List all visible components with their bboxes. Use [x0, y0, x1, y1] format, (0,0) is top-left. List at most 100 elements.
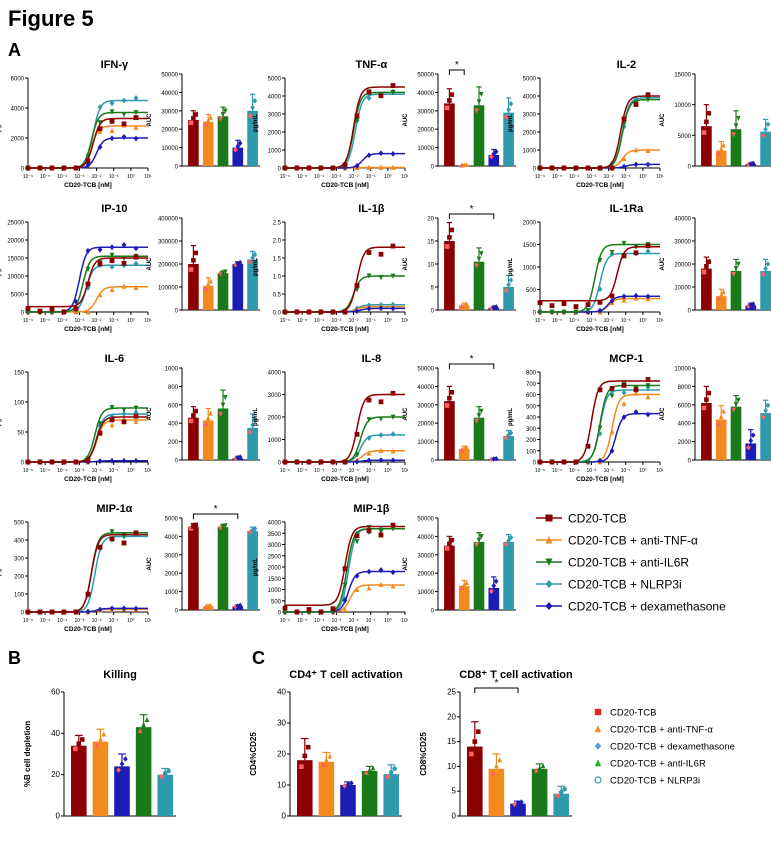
y-tick-label: 30000 [161, 109, 178, 115]
bar-point [191, 413, 196, 418]
bar [503, 112, 514, 166]
data-point [342, 309, 348, 315]
x-tick-label: 10⁻⁴ [569, 174, 579, 180]
bar [247, 530, 258, 610]
data-point [390, 273, 396, 279]
y-tick-label: 20 [427, 217, 434, 223]
data-point [354, 431, 360, 437]
data-point [633, 147, 639, 153]
bar [71, 745, 87, 816]
y-tick-label: 20000 [674, 263, 691, 269]
y-tick-label: 10 [427, 263, 434, 269]
data-point [330, 309, 336, 315]
x-tick-label: 10⁻³ [586, 174, 596, 180]
fit-curve [285, 416, 405, 463]
data-point [133, 457, 139, 464]
bar [715, 150, 727, 166]
legend-marker [594, 742, 602, 750]
data-point [366, 89, 372, 95]
bar-point [750, 160, 756, 167]
data-point [621, 297, 627, 303]
bar-point [342, 783, 347, 789]
data-point [645, 394, 651, 400]
data-point [85, 266, 91, 273]
y-axis-label: AUC [147, 257, 153, 271]
data-point [97, 606, 103, 613]
data-point [109, 286, 115, 293]
bar-point [506, 106, 511, 113]
y-tick-label: 400 [526, 416, 537, 422]
data-point [378, 457, 384, 464]
y-axis-label: pg/mL [0, 408, 2, 426]
x-tick-label: 10⁻¹ [366, 618, 376, 624]
bar-point [706, 110, 712, 116]
bar-point [731, 272, 736, 278]
bar-point [327, 753, 333, 759]
bar-point [208, 602, 213, 608]
y-axis-label: pg/mL [508, 114, 514, 132]
bar-point [252, 416, 258, 423]
bar-point [73, 746, 78, 752]
bar-point [203, 421, 209, 427]
y-tick-label: 600 [526, 393, 537, 399]
data-point [73, 306, 79, 312]
data-point [85, 457, 91, 463]
bar-point [718, 146, 724, 152]
y-axis-label: AUC [147, 557, 153, 571]
bar-point [765, 402, 771, 409]
data-point [378, 93, 384, 99]
data-point [573, 309, 579, 315]
fit-curve [28, 532, 148, 613]
data-point [585, 165, 591, 171]
bar-point [188, 267, 194, 272]
data-point [330, 459, 336, 465]
x-tick-label: 10⁻¹ [621, 318, 631, 324]
x-axis-label: CD20-TCB [nM] [64, 476, 112, 483]
bar [217, 273, 229, 310]
data-point [390, 569, 396, 576]
bar-point [137, 728, 143, 734]
x-tick-label: 10⁻² [92, 318, 102, 324]
data-point [61, 165, 67, 171]
y-tick-label: 5 [452, 787, 457, 796]
y-tick-label: 2000 [11, 137, 25, 143]
data-point [366, 568, 372, 575]
y-tick-label: 40000 [417, 535, 434, 541]
y-tick-label: 0 [431, 165, 435, 171]
x-tick-label: 10⁻² [349, 618, 359, 624]
bar-point [476, 537, 482, 543]
bar-point [193, 250, 199, 256]
x-tick-label: 10⁻⁵ [552, 468, 562, 474]
y-tick-label: 3000 [268, 113, 282, 119]
bar [217, 408, 229, 460]
bar-point [320, 761, 326, 767]
bar-point [493, 304, 499, 310]
legend-label: CD20-TCB + dexamethasone [610, 742, 735, 753]
data-point [597, 430, 603, 437]
significance-bracket [448, 363, 495, 369]
data-point [645, 377, 651, 382]
data-point [561, 309, 567, 315]
data-point [97, 120, 103, 126]
bar-point [503, 541, 509, 547]
y-tick-label: 0 [688, 165, 692, 171]
bar-point [537, 765, 542, 771]
x-tick-label: 10⁻⁵ [40, 468, 50, 474]
y-tick-label: 20000 [7, 239, 24, 245]
y-tick-label: 2000 [523, 221, 537, 227]
y-tick-label: 5000 [268, 77, 282, 83]
y-tick-label: 10 [447, 762, 456, 771]
x-tick-label: 10⁻⁶ [280, 618, 290, 624]
x-tick-label: 10⁻² [92, 174, 102, 180]
x-tick-label: 10⁻² [604, 318, 614, 324]
data-point [561, 459, 567, 465]
data-point [633, 409, 639, 415]
bar-point [491, 456, 497, 462]
y-axis-label: pg/mL [0, 114, 2, 132]
bar [202, 121, 214, 166]
y-tick-label: 0 [688, 309, 692, 315]
bar-point [489, 305, 494, 311]
data-point [121, 283, 127, 289]
x-axis-label: CD20-TCB [nM] [321, 476, 369, 483]
bar [361, 771, 378, 816]
